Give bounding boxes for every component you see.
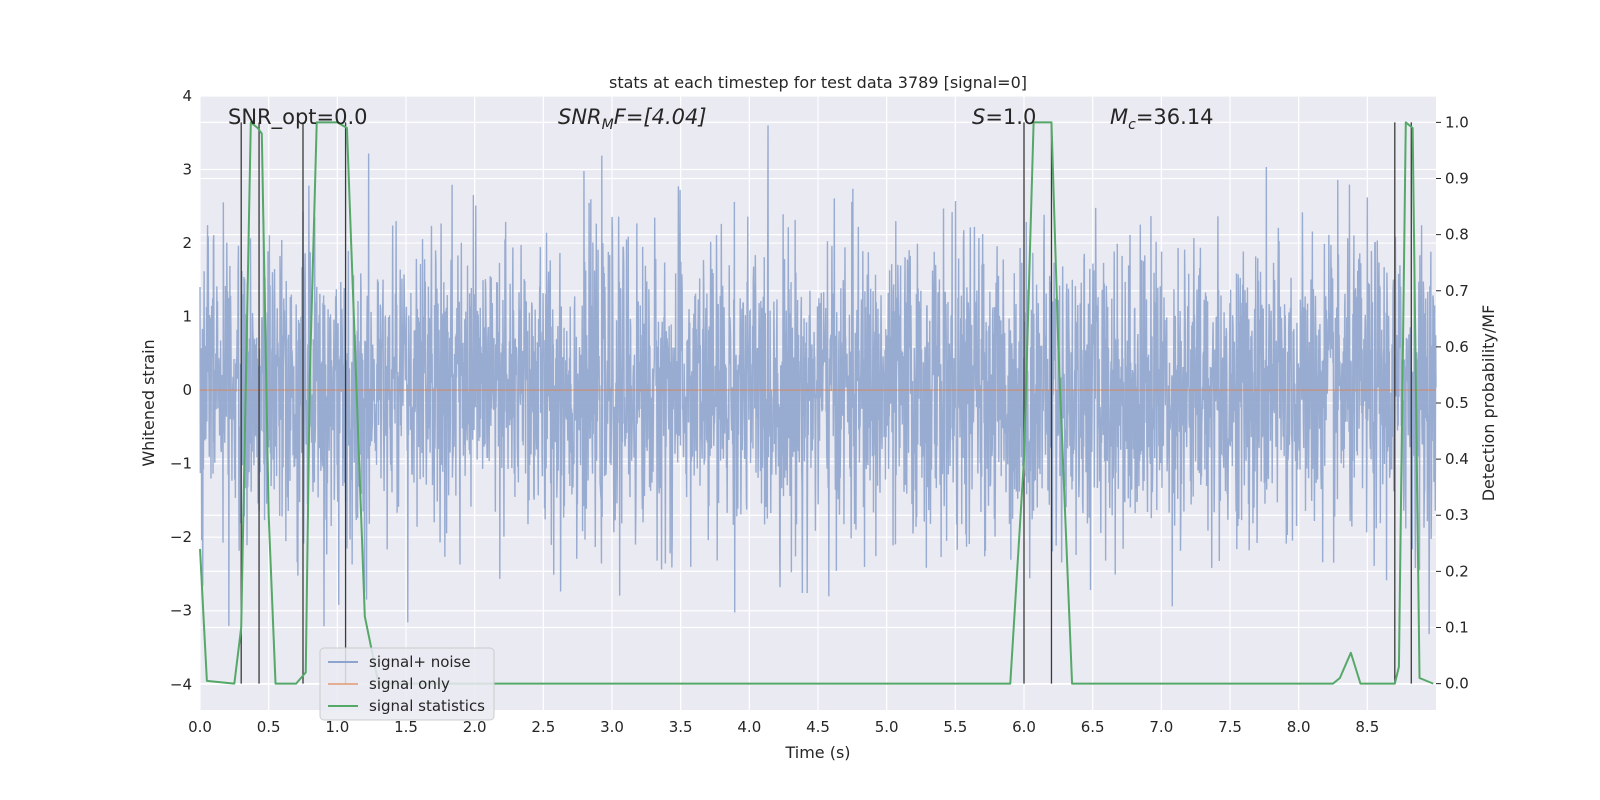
annotation-s-label: S [972, 105, 985, 129]
series-signal-statistics-line [199, 121, 1434, 685]
annotation-mc-main: M [1110, 105, 1128, 129]
legend-entry-noise: signal+ noise [369, 653, 471, 671]
annotation-mc: Mc=36.14 [1110, 105, 1214, 133]
annotation-s-value: =1.0 [985, 105, 1036, 129]
x-tick-label: 3.5 [669, 718, 693, 736]
y-axis-label: Whitened strain [139, 339, 158, 466]
y2-tick-label: 0.6 [1445, 338, 1469, 356]
annotation-s: S=1.0 [972, 105, 1036, 129]
x-tick-label: 5.5 [943, 718, 967, 736]
y2-tick-label: 0.4 [1445, 450, 1469, 468]
legend-box [319, 647, 495, 721]
annotation-snr-mf-sub: M [602, 117, 614, 133]
annotation-snr-mf-main: SNR [558, 105, 602, 129]
x-tick-label: 7.5 [1218, 718, 1242, 736]
chart-title: stats at each timestep for test data 378… [609, 73, 1027, 92]
y2-tick-label: 0.9 [1445, 170, 1469, 188]
x-tick-label: 1.5 [394, 718, 418, 736]
x-tick-label: 8.0 [1287, 718, 1311, 736]
legend-entry-signal: signal only [369, 675, 450, 693]
annotation-snr-mf: SNRMF=[4.04] [558, 105, 707, 133]
annotation-mc-sub: c [1128, 117, 1136, 133]
y-tick-label: 2 [182, 234, 192, 252]
annotation-snr-opt: SNR_opt=0.0 [228, 105, 368, 130]
y2-tick-label: 0.7 [1445, 282, 1469, 300]
x-tick-label: 2.5 [531, 718, 555, 736]
series-signal-noise-line [199, 125, 1437, 635]
x-tick-label: 1.0 [325, 718, 349, 736]
y2-tick-label: 0.0 [1445, 675, 1469, 693]
x-tick-label: 5.0 [875, 718, 899, 736]
legend-entry-stats: signal statistics [369, 697, 485, 715]
y-tick-label: −4 [170, 675, 192, 693]
x-tick-label: 8.5 [1355, 718, 1379, 736]
y2-tick-label: 0.1 [1445, 618, 1469, 636]
y-tick-label: 3 [182, 161, 192, 179]
y2-tick-label: 0.5 [1445, 394, 1469, 412]
x-tick-label: 0.0 [188, 718, 212, 736]
y-tick-label: −1 [170, 455, 192, 473]
x-tick-label: 0.5 [257, 718, 281, 736]
y-tick-label: 1 [182, 308, 192, 326]
y-tick-label: 0 [182, 381, 192, 399]
y-tick-label: 4 [182, 87, 192, 105]
y-tick-label: −3 [170, 602, 192, 620]
x-tick-label: 4.0 [737, 718, 761, 736]
annotation-mc-value: =36.14 [1136, 105, 1214, 129]
y2-tick-label: 0.3 [1445, 506, 1469, 524]
legend: signal+ noise signal only signal statist… [319, 647, 495, 721]
y2-tick-label: 0.8 [1445, 226, 1469, 244]
x-tick-label: 6.5 [1081, 718, 1105, 736]
x-tick-label: 4.5 [806, 718, 830, 736]
x-tick-label: 3.0 [600, 718, 624, 736]
x-tick-label: 7.0 [1149, 718, 1173, 736]
y2-axis-label: Detection probability/MF [1479, 305, 1498, 502]
x-tick-label: 2.0 [463, 718, 487, 736]
y2-tick-label: 0.2 [1445, 562, 1469, 580]
y-tick-label: −2 [170, 528, 192, 546]
x-axis-label: Time (s) [784, 743, 850, 762]
y2-tick-label: 1.0 [1445, 113, 1469, 131]
annotation-snr-mf-rest: F=[4.04] [614, 105, 707, 129]
x-tick-label: 6.0 [1012, 718, 1036, 736]
